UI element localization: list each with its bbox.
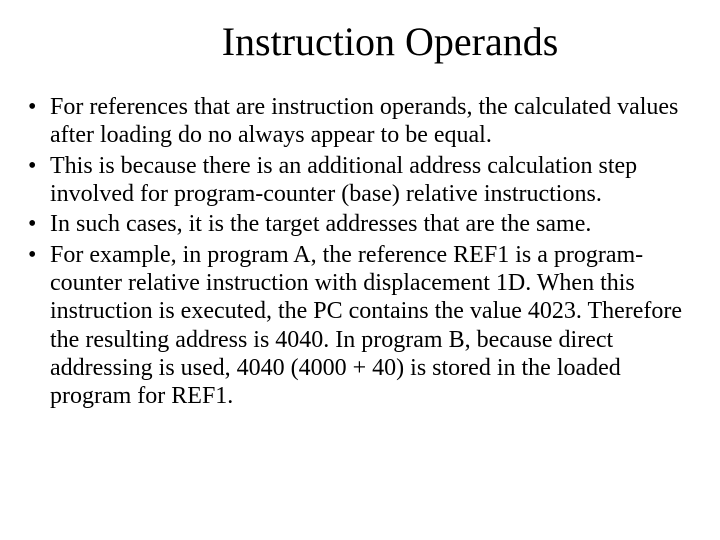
bullet-list: For references that are instruction oper…: [28, 93, 692, 410]
list-item: For example, in program A, the reference…: [28, 241, 692, 411]
list-item: In such cases, it is the target addresse…: [28, 210, 692, 238]
list-item: This is because there is an additional a…: [28, 152, 692, 209]
slide-title: Instruction Operands: [28, 18, 692, 65]
slide: Instruction Operands For references that…: [0, 0, 720, 540]
list-item: For references that are instruction oper…: [28, 93, 692, 150]
